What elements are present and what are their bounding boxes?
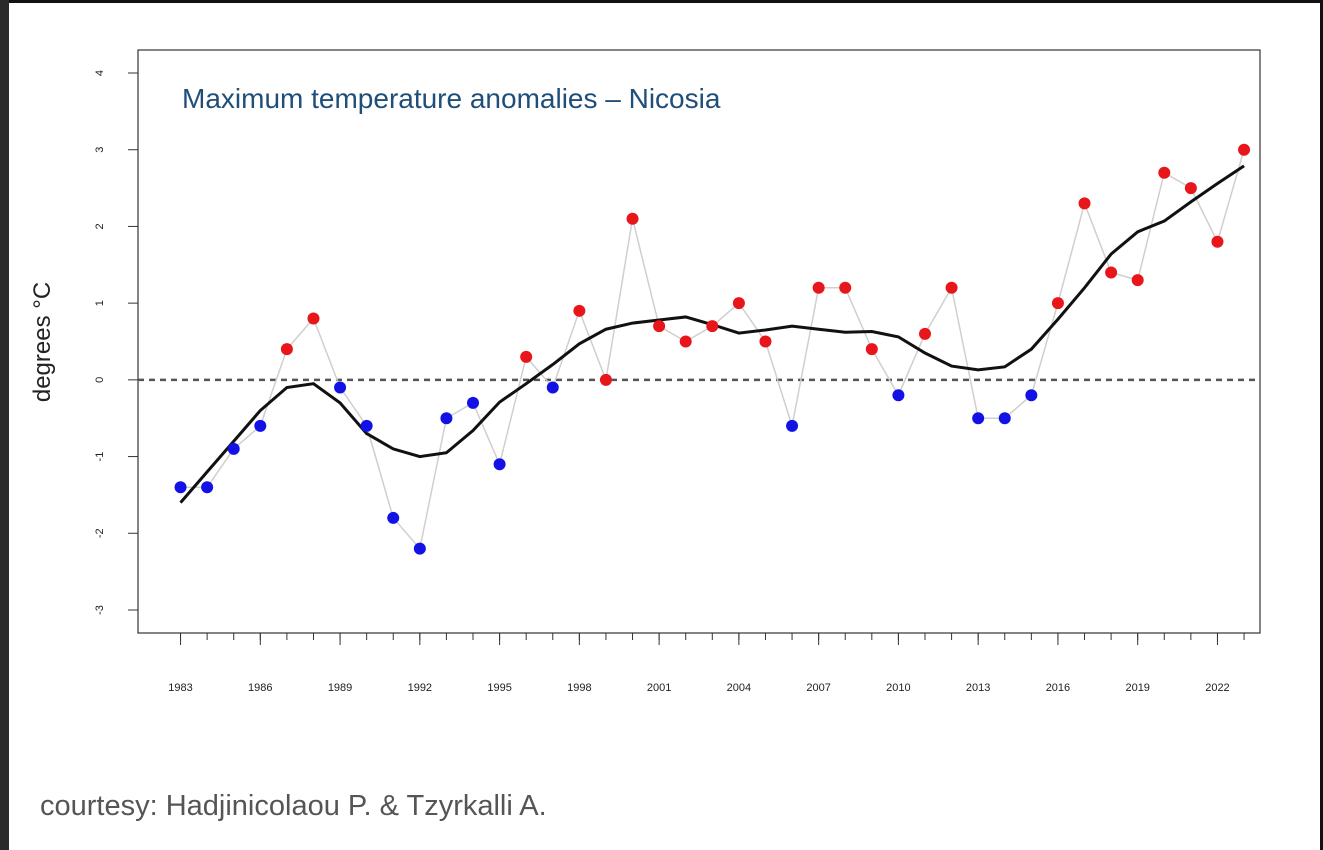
point: [1131, 274, 1144, 287]
point: [546, 381, 559, 394]
point: [653, 320, 666, 333]
point: [254, 419, 267, 432]
point: [467, 396, 480, 409]
point: [174, 481, 187, 494]
point: [732, 297, 745, 310]
point: [334, 381, 347, 394]
point: [1105, 266, 1118, 279]
x-tick-label: 2010: [886, 682, 910, 694]
top-border: [0, 0, 1323, 3]
point: [307, 312, 320, 325]
right-border: [1320, 0, 1323, 850]
point: [865, 343, 878, 356]
y-tick-label: 4: [94, 70, 106, 76]
x-tick-label: 2004: [727, 682, 751, 694]
point: [573, 304, 586, 317]
point: [892, 389, 905, 402]
point: [520, 350, 533, 363]
point: [1238, 143, 1251, 156]
x-tick-label: 2001: [647, 682, 671, 694]
point: [440, 412, 453, 425]
x-tick-label: 2013: [966, 682, 990, 694]
point: [201, 481, 214, 494]
point: [706, 320, 719, 333]
point: [945, 281, 958, 294]
smooth-line: [179, 164, 1245, 504]
chart-title: Maximum temperature anomalies – Nicosia: [182, 83, 721, 114]
point: [786, 419, 799, 432]
point: [1158, 166, 1171, 179]
x-tick-label: 1986: [248, 682, 272, 694]
x-tick-label: 1983: [168, 682, 192, 694]
point: [839, 281, 852, 294]
y-tick-label: -1: [94, 452, 106, 462]
point: [918, 327, 931, 340]
y-tick-label: 0: [94, 377, 106, 383]
point: [1025, 389, 1038, 402]
point: [998, 412, 1011, 425]
x-tick-label: 1995: [487, 682, 511, 694]
x-tick-label: 2007: [806, 682, 830, 694]
point: [1184, 182, 1197, 195]
y-tick-label: -3: [94, 605, 106, 615]
point: [759, 335, 772, 348]
point: [413, 542, 426, 555]
point: [1051, 297, 1064, 310]
y-axis-label: degrees °C: [29, 282, 56, 402]
y-tick-label: 1: [94, 300, 106, 306]
point: [599, 373, 612, 386]
x-tick-label: 2022: [1205, 682, 1229, 694]
point: [227, 442, 240, 455]
x-tick-label: 2016: [1046, 682, 1070, 694]
x-tick-label: 1989: [328, 682, 352, 694]
x-tick-label: 1998: [567, 682, 591, 694]
point: [1211, 235, 1224, 248]
x-tick-label: 1992: [408, 682, 432, 694]
connector-line: [180, 149, 1245, 551]
y-tick-label: -2: [94, 528, 106, 538]
point: [812, 281, 825, 294]
x-tick-label: 2019: [1125, 682, 1149, 694]
caption: courtesy: Hadjinicolaou P. & Tzyrkalli A…: [40, 790, 547, 822]
point: [280, 343, 293, 356]
point: [626, 212, 639, 225]
point: [972, 412, 985, 425]
left-strip: [0, 0, 9, 850]
y-tick-label: 2: [94, 223, 106, 229]
y-tick-label: 3: [94, 147, 106, 153]
point: [360, 419, 373, 432]
point: [493, 458, 506, 471]
point: [1078, 197, 1091, 210]
point: [387, 511, 400, 524]
point: [679, 335, 692, 348]
plot-frame: [137, 49, 1261, 634]
